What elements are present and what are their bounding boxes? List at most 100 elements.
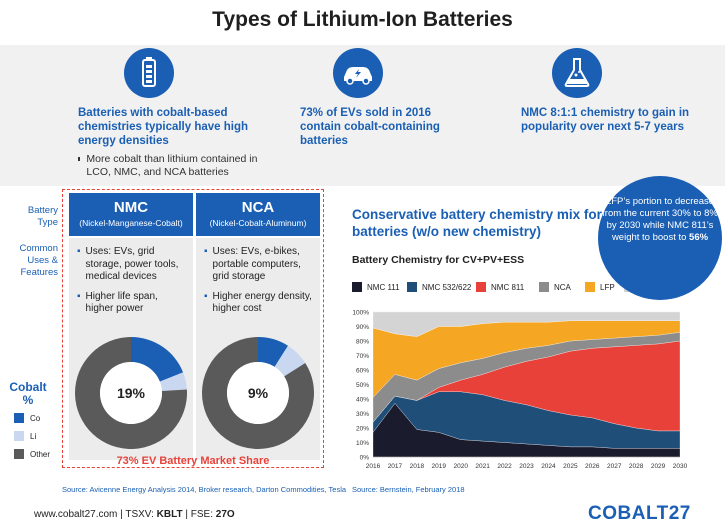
nca-donut-co: [258, 337, 289, 367]
area-lmo-lto: [372, 311, 681, 337]
y-tick-label: 90%: [356, 324, 369, 331]
x-tick-label: 2025: [563, 463, 578, 470]
chart-legend-item: NCA: [539, 282, 571, 292]
x-tick-label: 2030: [673, 463, 688, 470]
chart-legend-label: NCA: [554, 282, 571, 292]
nca-donut-other: [202, 337, 314, 450]
x-tick-label: 2020: [453, 463, 468, 470]
bubble-text: LFP’s portion to decrease from the curre…: [602, 196, 718, 243]
chart-legend-label: NMC 111: [367, 282, 400, 292]
y-tick-label: 10%: [356, 440, 369, 447]
chart-legend-swatch: [407, 282, 417, 292]
footer-fse: 27O: [215, 509, 235, 520]
uses-label: Common Uses & Features: [19, 243, 58, 278]
nca-donut-li: [274, 345, 306, 377]
legend-label-co: Co: [30, 414, 41, 423]
cobalt27-logo: COBALT27: [588, 503, 691, 524]
chart-subtitle: Battery Chemistry for CV+PV+ESS: [352, 254, 525, 266]
chart-legend-swatch: [539, 282, 549, 292]
chart-legend-swatch: [352, 282, 362, 292]
nmc-uses: Uses: EVs, grid storage, power tools, me…: [85, 246, 179, 282]
x-tick-label: 2024: [541, 463, 556, 470]
footer-fse-label: FSE:: [190, 509, 216, 520]
y-tick-label: 30%: [356, 411, 369, 418]
footer-site[interactable]: www.cobalt27.com: [34, 509, 118, 520]
fact-sub-text: More cobalt than lithium contained in LC…: [86, 153, 258, 178]
x-tick-label: 2022: [497, 463, 512, 470]
nmc-full-name: (Nickel-Manganese-Cobalt): [79, 218, 183, 228]
nmc-name: NMC: [113, 199, 149, 216]
nca-donut-hole: [227, 362, 289, 424]
legend-swatch-li: [14, 431, 24, 441]
x-tick-label: 2029: [651, 463, 666, 470]
footer-tsxv-label: TSXV:: [125, 509, 157, 520]
x-tick-label: 2016: [366, 463, 381, 470]
y-tick-label: 70%: [356, 353, 369, 360]
chart-legend-item: NMC 811: [476, 282, 524, 292]
fact-evs-2016: 73% of EVs sold in 2016 contain cobalt-c…: [300, 107, 440, 147]
x-tick-label: 2026: [585, 463, 600, 470]
nca-name: NCA: [241, 199, 275, 216]
chart-legend-swatch: [476, 282, 486, 292]
x-tick-label: 2027: [607, 463, 622, 470]
y-tick-label: 0%: [360, 455, 370, 462]
bullet-icon: [78, 157, 81, 161]
nca-header: NCA (Nickel-Cobalt-Aluminum): [196, 193, 320, 236]
x-tick-label: 2028: [629, 463, 644, 470]
chart-legend-label: LFP: [600, 282, 615, 292]
chart-title: Conservative battery chemistry mix for l…: [352, 207, 638, 239]
fact-sub-bullet: More cobalt than lithium contained in LC…: [78, 153, 278, 179]
page-title: Types of Lithium-Ion Batteries: [212, 8, 513, 31]
footer-text: www.cobalt27.com | TSXV: KBLT | FSE: 27O: [34, 509, 235, 520]
x-tick-label: 2018: [410, 463, 425, 470]
nca-cobalt-pct: 9%: [247, 385, 269, 401]
battery-type-label: Battery Type: [27, 205, 58, 228]
legend-swatch-other: [14, 449, 24, 459]
chart-legend-item: NMC 111: [352, 282, 400, 292]
y-tick-label: 60%: [356, 368, 369, 375]
car-icon: [333, 48, 383, 98]
nmc-donut-co: [131, 337, 184, 382]
battery-comparison-box: [62, 189, 324, 468]
bullet-icon: ▪: [204, 246, 208, 257]
x-tick-label: 2023: [519, 463, 534, 470]
bullet-icon: ▪: [77, 246, 81, 257]
nmc-cobalt-pct: 19%: [116, 385, 146, 401]
flask-icon: [552, 48, 602, 98]
y-tick-label: 100%: [352, 310, 369, 317]
y-tick-label: 80%: [356, 339, 369, 346]
y-tick-label: 40%: [356, 397, 369, 404]
source-left: Source: Avicenne Energy Analysis 2014, B…: [62, 485, 347, 494]
legend-label-li: Li: [30, 432, 37, 441]
nca-uses: Uses: EVs, e-bikes, portable computers, …: [212, 246, 301, 282]
bubble-emphasis: 56%: [689, 232, 709, 243]
nmc-header: NMC (Nickel-Manganese-Cobalt): [69, 193, 193, 236]
source-right: Source: Bernstein, February 2018: [352, 485, 465, 494]
y-tick-label: 50%: [356, 382, 369, 389]
x-tick-label: 2019: [432, 463, 447, 470]
nmc-donut-other: [75, 337, 187, 450]
battery-icon: [124, 48, 174, 98]
fact-nmc811: NMC 8:1:1 chemistry to gain in popularit…: [521, 107, 690, 133]
chart-legend-label: NMC 532/622: [422, 282, 472, 292]
market-share-label: 73% EV Battery Market Share: [116, 455, 270, 467]
bullet-icon: ▪: [77, 290, 81, 302]
chart-legend-label: NMC 811: [491, 282, 525, 292]
chart-legend-swatch: [585, 282, 595, 292]
legend-label-other: Other: [30, 450, 51, 459]
fact-cobalt-energy: Batteries with cobalt-based chemistries …: [78, 107, 249, 147]
footer-sep-1: |: [117, 509, 126, 520]
bullet-icon: ▪: [204, 290, 208, 302]
cobalt-legend-title: Cobalt %: [9, 380, 47, 407]
legend-swatch-co: [14, 413, 24, 423]
nmc-donut-li: [159, 372, 187, 392]
y-tick-label: 20%: [356, 426, 369, 433]
nca-feature: Higher energy density, higher cost: [212, 290, 312, 315]
chart-legend-item: LFP: [585, 282, 615, 292]
nca-full-name: (Nickel-Cobalt-Aluminum): [209, 218, 307, 228]
x-tick-label: 2017: [388, 463, 403, 470]
x-tick-label: 2021: [475, 463, 490, 470]
footer-sep-2: |: [182, 509, 191, 520]
